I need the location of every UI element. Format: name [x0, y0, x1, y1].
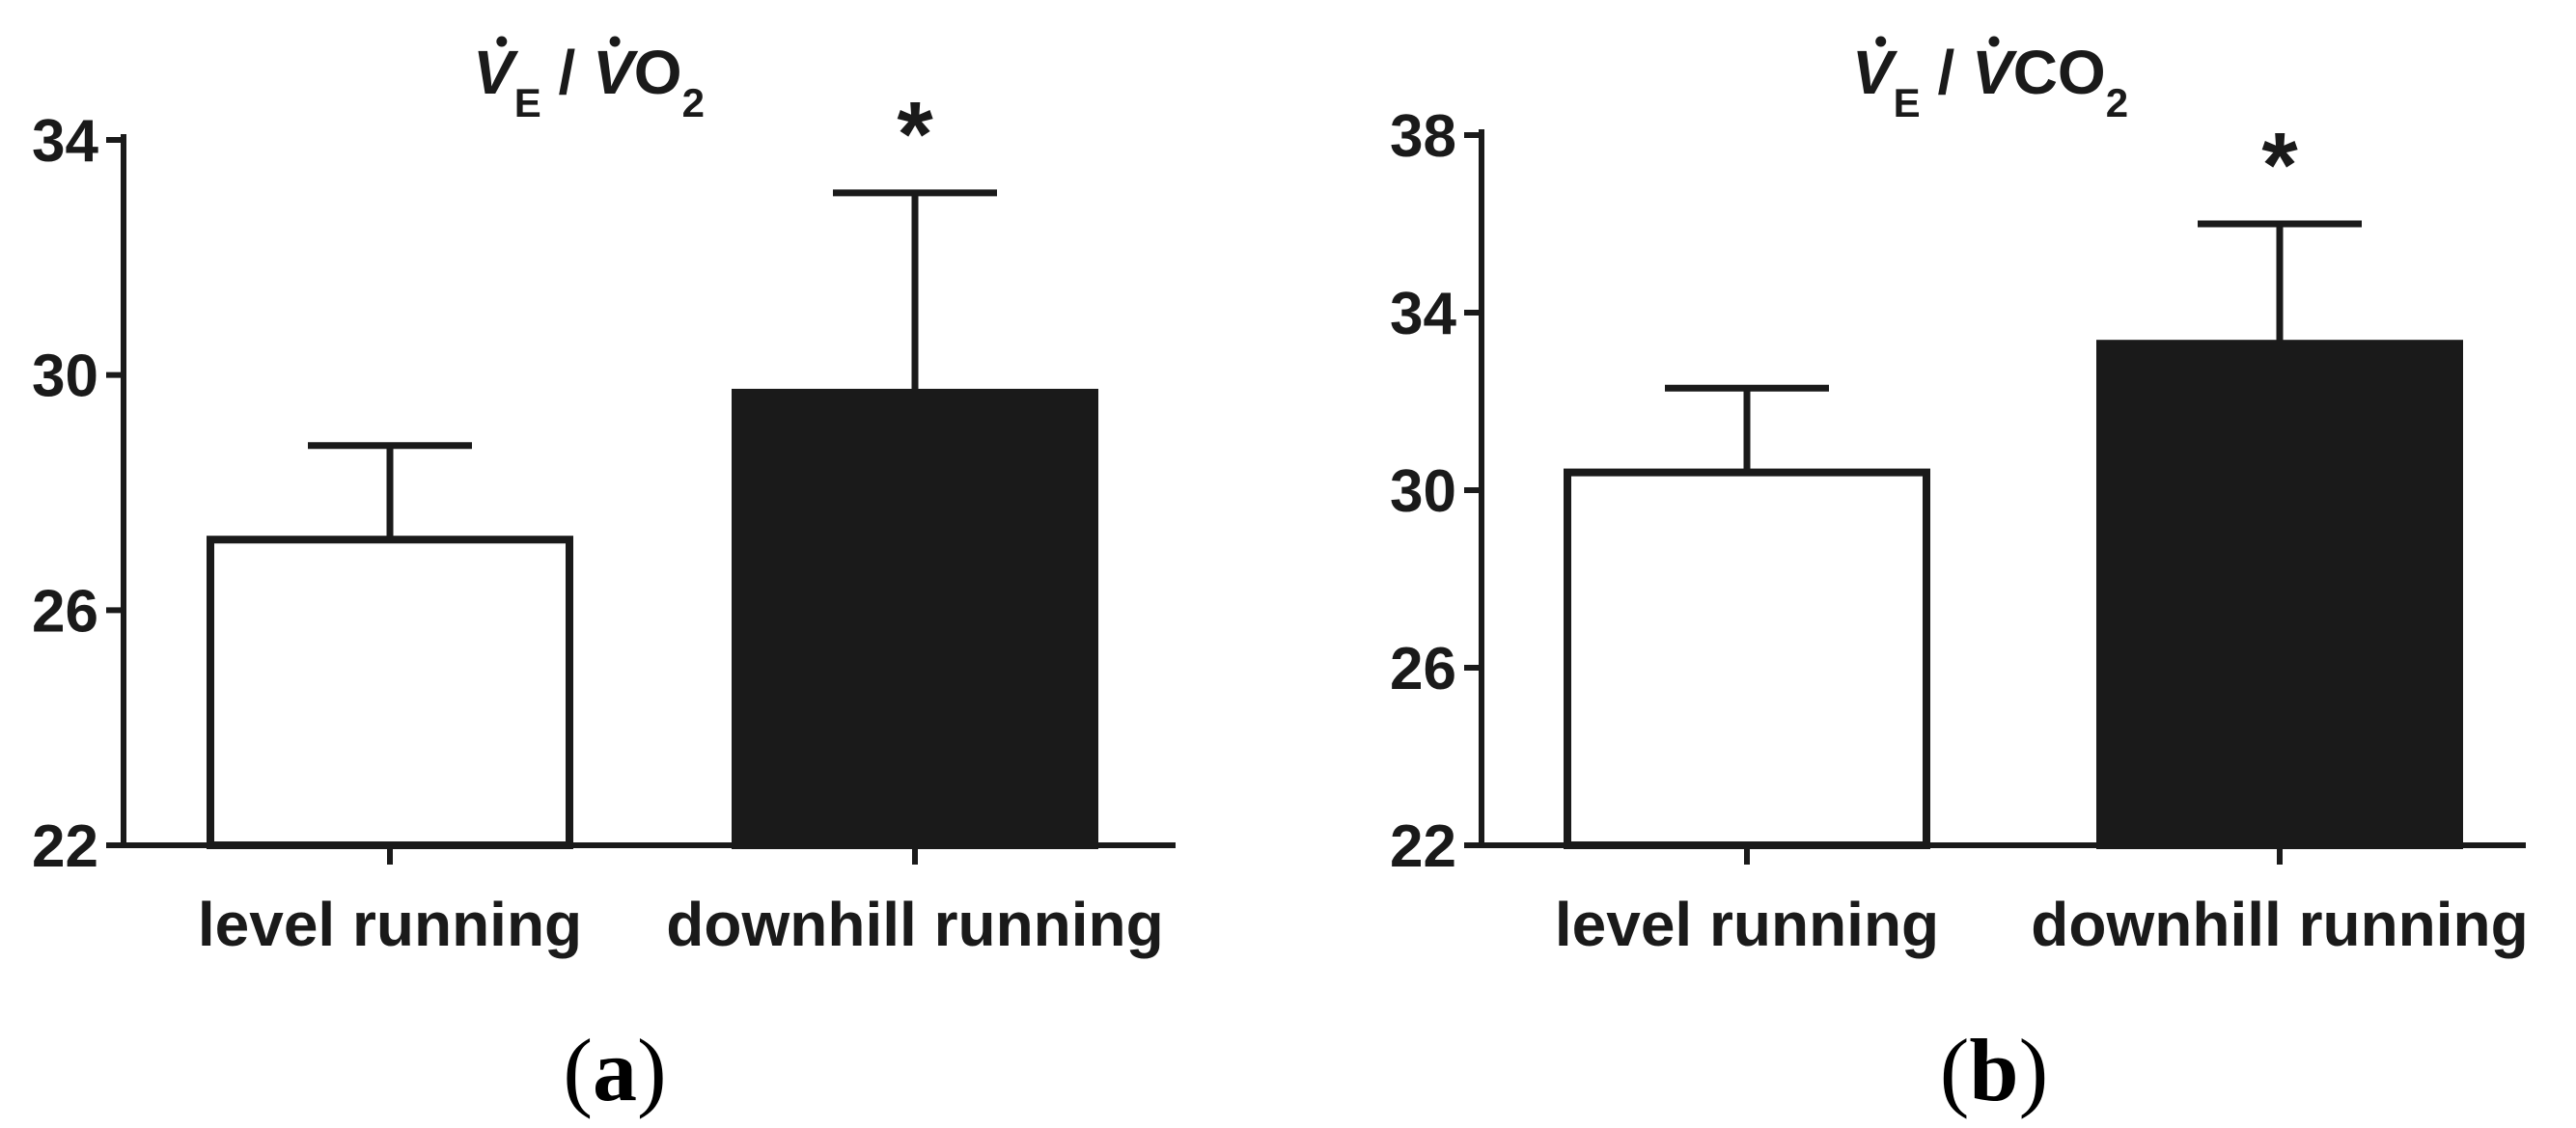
panel-label-open: ( [1940, 1021, 1970, 1119]
overdot-mark [496, 36, 508, 47]
panel-label: (a) [563, 1021, 666, 1119]
y-tick-label: 22 [1390, 813, 1456, 880]
significance-asterisk: * [897, 83, 933, 186]
panel-label-close: ) [2019, 1021, 2049, 1119]
y-tick-label: 30 [1390, 458, 1456, 525]
title-part-v2: V [1954, 38, 2018, 107]
title-part-rest: CO [2013, 38, 2106, 107]
y-tick-label: 30 [32, 344, 98, 410]
y-tick-label: 22 [32, 813, 98, 880]
overdot-mark [1875, 36, 1887, 47]
y-tick-label: 26 [1390, 636, 1456, 702]
panel-label-open: ( [563, 1021, 593, 1119]
x-category-label: level running [1555, 890, 1939, 959]
y-tick-label: 26 [32, 578, 98, 645]
bar-downhill-running [732, 388, 1098, 849]
x-category-label: downhill running [666, 890, 1163, 959]
title-part-v1: V [473, 38, 519, 107]
title-part-v2: V [575, 38, 639, 107]
bar-downhill-running [2096, 340, 2463, 849]
y-tick-label: 34 [32, 108, 98, 175]
overdot-mark [1988, 36, 2000, 47]
panel-label-close: ) [637, 1021, 667, 1119]
bar-level-running [1564, 468, 1930, 849]
title-part-sub1: E [1894, 80, 1921, 125]
title-part-sub1: E [514, 80, 541, 125]
overdot-mark [609, 36, 621, 47]
y-tick-label: 34 [1390, 281, 1456, 347]
panel-label-letter: a [593, 1021, 637, 1119]
chart-title: VE / VO2 [473, 38, 705, 125]
title-part-slash: / [541, 38, 576, 107]
title-part-rest: O [634, 38, 682, 107]
bar-level-running [207, 536, 573, 849]
chart-title: VE / VCO2 [1852, 38, 2128, 125]
title-part-slash: / [1921, 38, 1955, 107]
x-category-label: level running [198, 890, 582, 959]
panel-label: (b) [1940, 1021, 2048, 1119]
y-tick-label: 38 [1390, 103, 1456, 170]
panel-label-letter: b [1969, 1021, 2018, 1119]
x-category-label: downhill running [2031, 890, 2528, 959]
title-part-sub2: 2 [682, 80, 705, 125]
title-part-sub2: 2 [2106, 80, 2128, 125]
title-part-v1: V [1852, 38, 1898, 107]
significance-asterisk: * [2261, 114, 2298, 217]
